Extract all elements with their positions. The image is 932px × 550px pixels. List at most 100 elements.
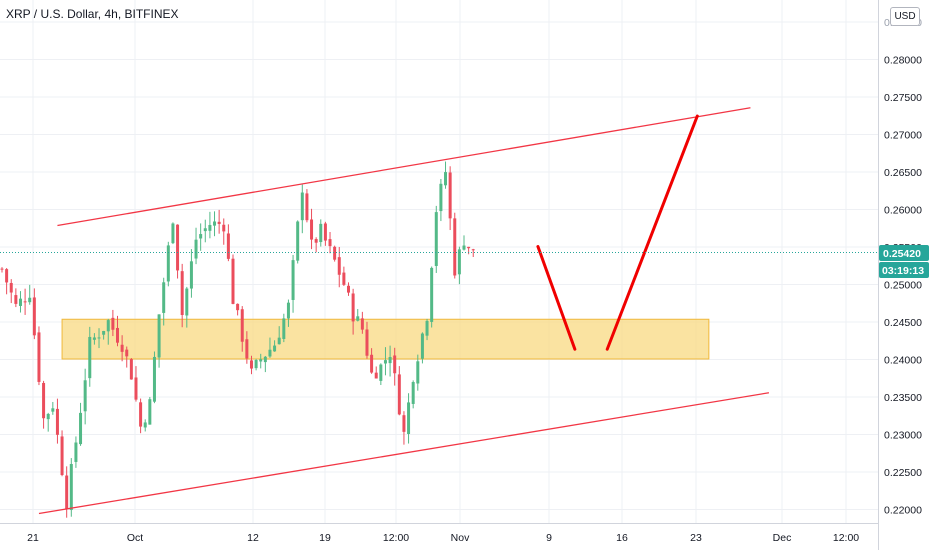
candle-body xyxy=(97,337,101,339)
candle-body xyxy=(379,364,383,381)
candle-body xyxy=(217,221,221,224)
candle-body xyxy=(425,320,429,336)
time-axis-background xyxy=(0,523,878,550)
candle-body xyxy=(9,282,13,293)
candle-body xyxy=(125,349,129,357)
candle-body xyxy=(467,246,471,249)
candle-body xyxy=(203,228,207,232)
candle-body xyxy=(471,249,475,251)
candle-body xyxy=(434,212,438,266)
candle-body xyxy=(88,336,92,379)
time-tick-label: 12 xyxy=(247,532,259,544)
candle-body xyxy=(333,246,337,260)
candle-body xyxy=(92,337,96,340)
candle-body xyxy=(328,239,332,247)
candle-body xyxy=(351,293,355,322)
candle-body xyxy=(37,332,41,382)
candle-body xyxy=(60,436,64,476)
candle-body xyxy=(32,297,36,336)
time-tick-label: 12:00 xyxy=(833,532,859,544)
candle-body xyxy=(18,298,22,306)
candle-body xyxy=(374,372,378,379)
price-tick-label: 0.23500 xyxy=(884,392,922,404)
candle-body xyxy=(300,192,304,221)
candle-body xyxy=(139,402,143,427)
candle-body xyxy=(28,297,32,303)
price-tick-label: 0.24500 xyxy=(884,317,922,329)
candle-body xyxy=(102,330,106,335)
candle-body xyxy=(180,271,184,315)
candle-body xyxy=(323,223,327,241)
candle-body xyxy=(23,301,27,303)
price-tick-label: 0.25000 xyxy=(884,280,922,292)
candle-body xyxy=(55,408,59,435)
time-tick-label: 12:00 xyxy=(383,532,409,544)
last-price-label: 0.25420 xyxy=(883,248,921,260)
candle-body xyxy=(430,267,434,322)
candle-body xyxy=(448,172,452,219)
time-tick-label: 19 xyxy=(319,532,331,544)
candle-body xyxy=(74,442,78,462)
price-tick-label: 0.22500 xyxy=(884,467,922,479)
symbol-title: XRP / U.S. Dollar, 4h, BITFINEX xyxy=(6,7,179,21)
candle-body xyxy=(69,463,73,511)
candle-body xyxy=(286,302,290,319)
candle-body xyxy=(411,382,415,404)
time-tick-label: 23 xyxy=(690,532,702,544)
currency-button[interactable]: USD xyxy=(890,7,920,26)
candle-body xyxy=(236,303,240,311)
time-tick-label: 16 xyxy=(616,532,628,544)
candle-body xyxy=(347,285,350,293)
candle-body xyxy=(282,318,286,339)
candle-body xyxy=(305,193,309,221)
candle-body xyxy=(185,288,189,316)
time-tick-label: Dec xyxy=(773,532,792,544)
candle-body xyxy=(106,320,110,332)
candle-body xyxy=(171,223,175,244)
time-tick-label: Nov xyxy=(451,532,470,544)
candle-body xyxy=(314,239,318,243)
candle-body xyxy=(226,233,230,259)
candle-body xyxy=(249,360,253,369)
candle-body xyxy=(111,317,115,330)
candle-body xyxy=(310,219,314,240)
candle-body xyxy=(157,314,161,358)
time-axis[interactable]: 21 Oct 12 19 12:00 Nov 9 16 23 Dec 12:00 xyxy=(0,523,878,550)
candle-body xyxy=(383,360,387,364)
candle-body xyxy=(176,224,180,271)
candle-body xyxy=(291,260,295,300)
candle-body xyxy=(342,272,346,285)
candle-body xyxy=(51,408,55,412)
candle-body xyxy=(162,282,166,313)
candle-body xyxy=(120,344,124,352)
candle-body xyxy=(263,356,267,363)
chart-grid xyxy=(0,0,878,523)
candle-body xyxy=(360,318,364,330)
drawing-lines xyxy=(0,107,878,515)
time-tick-label: 21 xyxy=(27,532,39,544)
candle-body xyxy=(407,402,411,434)
candle-body xyxy=(337,257,341,275)
candle-body xyxy=(444,172,448,186)
price-tick-label: 0.26000 xyxy=(884,205,922,217)
candle-body xyxy=(199,234,203,239)
price-tick-label: 0.27000 xyxy=(884,130,922,142)
candle-body xyxy=(65,475,69,509)
candle-body xyxy=(388,356,392,364)
candle-body xyxy=(194,239,198,259)
price-tick-label: 0.28000 xyxy=(884,55,922,67)
candle-body xyxy=(462,245,466,250)
bar-countdown-label: 03:19:13 xyxy=(882,265,924,277)
candle-body xyxy=(42,382,46,419)
candle-body xyxy=(254,359,258,369)
candle-body xyxy=(14,295,18,304)
candle-body xyxy=(143,422,147,428)
price-tick-label: 0.24000 xyxy=(884,355,922,367)
candle-body xyxy=(402,415,406,432)
candle-body xyxy=(166,245,170,282)
candle-body xyxy=(245,339,249,359)
candle-body xyxy=(79,412,83,445)
candle-body xyxy=(0,268,4,270)
candle-body xyxy=(208,224,212,231)
